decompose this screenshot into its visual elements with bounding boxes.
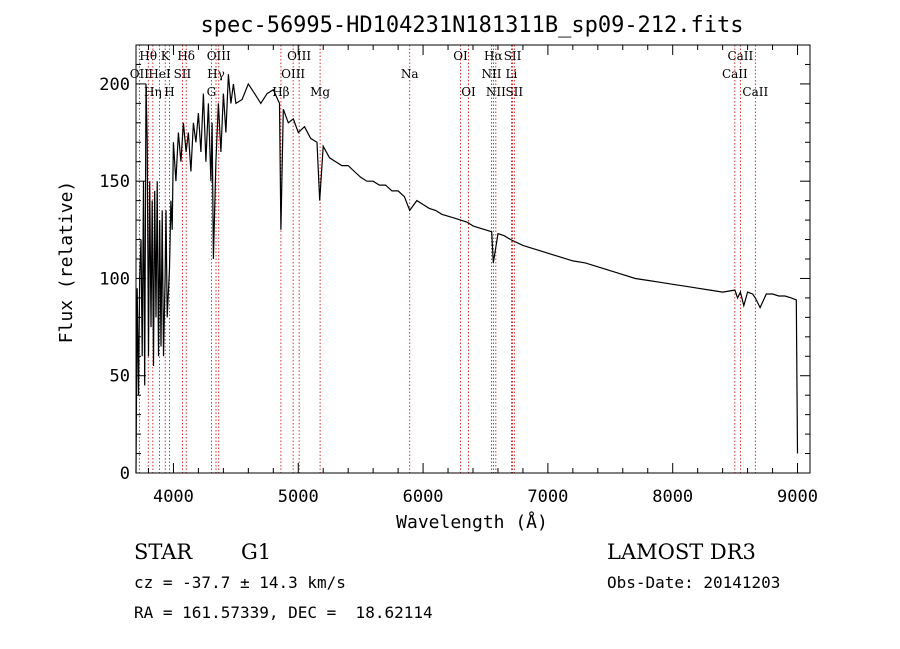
line-label: H xyxy=(164,85,174,99)
spectral-line-markers xyxy=(138,45,756,473)
survey-name: LAMOST DR3 xyxy=(607,540,756,564)
x-tick-label: 8000 xyxy=(652,487,693,507)
x-tick-label: 9000 xyxy=(777,487,818,507)
line-label: OIII xyxy=(287,49,311,63)
spectrum-line xyxy=(135,74,799,474)
line-label: Mg xyxy=(310,85,330,99)
line-label: CaII xyxy=(742,85,768,99)
y-tick-label: 150 xyxy=(99,172,130,192)
y-tick-label: 100 xyxy=(99,269,130,289)
line-label: Hα xyxy=(484,49,503,63)
chart-title: spec-56995-HD104231N181311B_sp09-212.fit… xyxy=(200,13,743,38)
redshift-value: cz = -37.7 ± 14.3 km/s xyxy=(134,573,346,592)
x-axis: 4000 5000 6000 7000 8000 9000 xyxy=(147,45,818,507)
x-tick-label: 6000 xyxy=(403,487,444,507)
obs-date: Obs-Date: 20141203 xyxy=(607,573,781,592)
coordinates: RA = 161.57339, DEC = 18.62114 xyxy=(134,603,433,622)
line-label: OIII xyxy=(207,49,231,63)
plot-frame xyxy=(135,44,811,474)
line-label: Na xyxy=(401,67,419,81)
line-label: NII xyxy=(481,67,501,81)
line-label: Hη xyxy=(144,85,162,99)
line-label: OI xyxy=(453,49,468,63)
object-subclass: G1 xyxy=(241,540,272,564)
x-tick-label: 5000 xyxy=(278,487,319,507)
line-label: NII xyxy=(486,85,506,99)
line-label: Hθ xyxy=(139,49,157,63)
y-tick-label: 0 xyxy=(120,464,130,484)
y-axis: 0 50 100 150 200 xyxy=(99,44,810,484)
line-label: SII xyxy=(174,67,192,81)
line-label: Hδ xyxy=(177,49,195,63)
x-axis-label: Wavelength (Å) xyxy=(396,511,548,533)
line-label: OII xyxy=(130,67,150,81)
line-label: G xyxy=(207,85,217,99)
line-label: Li xyxy=(506,67,518,81)
line-label: K xyxy=(161,49,171,63)
line-label: OIII xyxy=(281,67,305,81)
line-label: OI xyxy=(461,85,476,99)
line-label: SII xyxy=(504,49,522,63)
line-label: CaII xyxy=(722,67,748,81)
line-label: Hγ xyxy=(207,67,225,81)
y-tick-label: 200 xyxy=(99,75,130,95)
line-label: SII xyxy=(505,85,523,99)
line-label: HeI xyxy=(148,67,171,81)
y-tick-label: 50 xyxy=(110,367,130,387)
x-tick-label: 4000 xyxy=(153,487,194,507)
spectrum-chart: spec-56995-HD104231N181311B_sp09-212.fit… xyxy=(56,13,818,533)
y-axis-label: Flux (relative) xyxy=(56,181,77,344)
x-tick-label: 7000 xyxy=(527,487,568,507)
object-class: STAR xyxy=(134,540,193,564)
line-label: CaII xyxy=(727,49,753,63)
